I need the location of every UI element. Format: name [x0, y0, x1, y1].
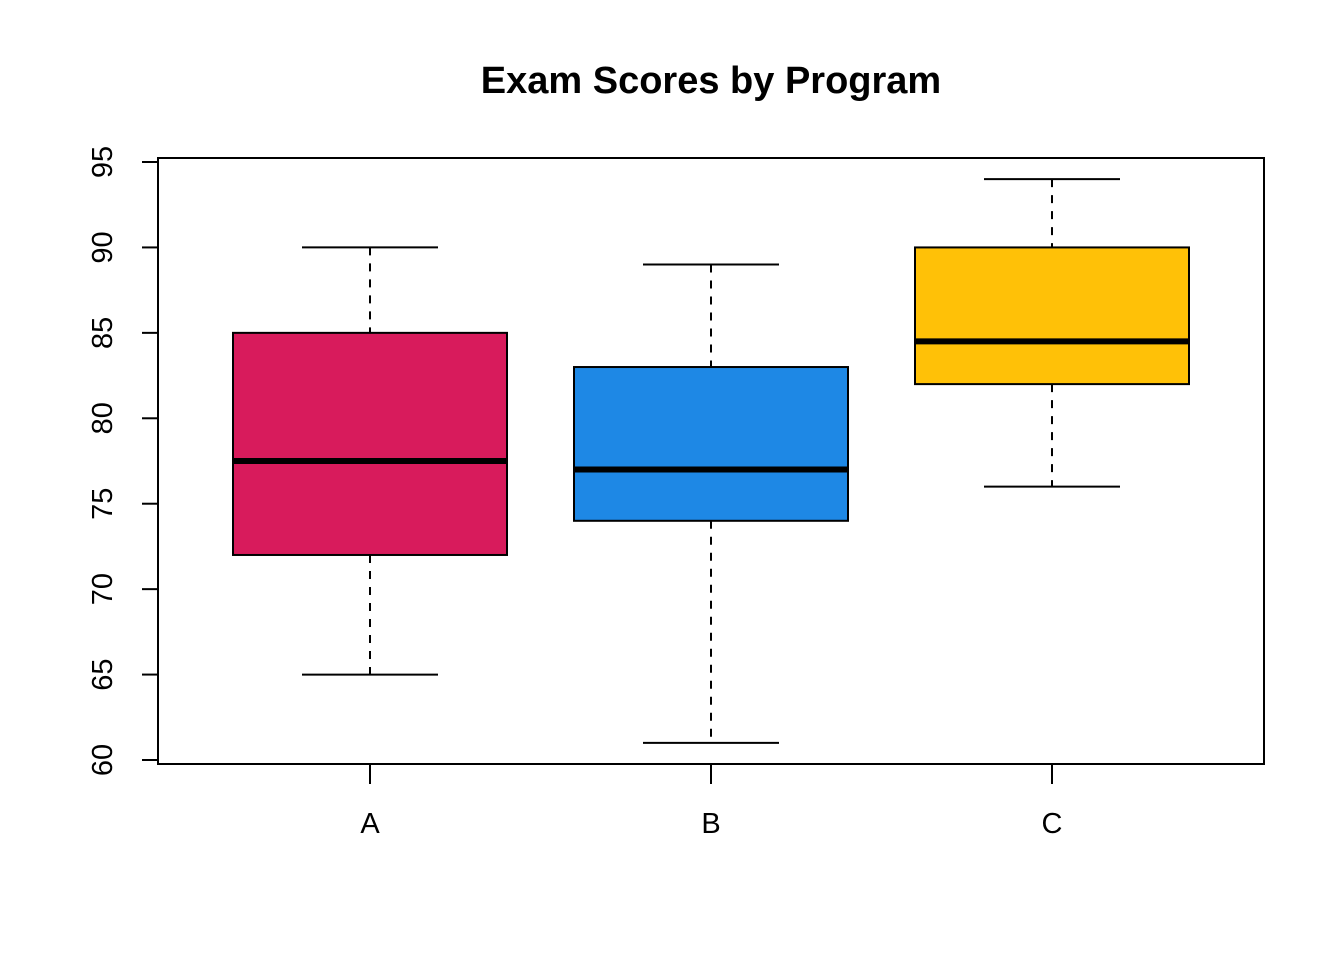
y-tick-label: 60 — [87, 744, 119, 776]
x-tick-label: B — [701, 808, 720, 840]
iqr-box — [914, 246, 1190, 386]
y-tick-label: 70 — [87, 573, 119, 605]
y-tick-label: 85 — [87, 317, 119, 349]
y-tick-label: 75 — [87, 488, 119, 520]
iqr-box — [573, 366, 849, 522]
y-tick-label: 95 — [87, 146, 119, 178]
y-tick-label: 80 — [87, 402, 119, 434]
x-tick-label: A — [360, 808, 380, 840]
chart-title: Exam Scores by Program — [481, 60, 941, 102]
box-series — [232, 178, 1190, 744]
x-axis: A B C — [360, 764, 1062, 840]
y-tick-label: 90 — [87, 231, 119, 263]
y-axis: 60 65 70 75 80 85 90 95 — [87, 146, 159, 776]
x-tick-label: C — [1042, 808, 1063, 840]
iqr-box — [232, 331, 508, 556]
box-A — [232, 246, 508, 676]
box-B — [573, 263, 849, 744]
y-tick-label: 65 — [87, 658, 119, 690]
box-C — [914, 178, 1190, 488]
